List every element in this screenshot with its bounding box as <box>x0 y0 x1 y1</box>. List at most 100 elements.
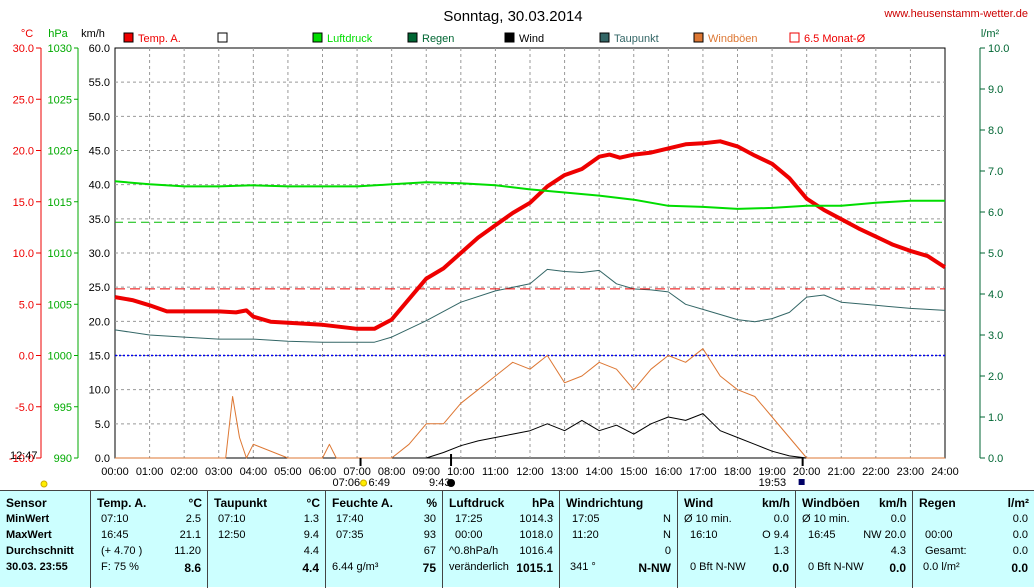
legend-label: Temp. A. <box>138 33 181 45</box>
chart-axes: 30.0 25.0 20.0 15.0 10.0 5.0 0.0 -5.0 -10.0 1030 1… <box>9 43 1010 478</box>
time-tick-label: 09:00 <box>412 466 440 478</box>
legend-label: Regen <box>422 33 454 45</box>
regen-header-unit: l/m² <box>1007 496 1029 510</box>
rain-unit-label: l/m² <box>981 28 1000 40</box>
sunrise-icon <box>360 479 368 487</box>
series-wind <box>115 413 945 459</box>
legend-item: Temp. A. <box>123 32 181 45</box>
wind-current-value: 0.0 <box>772 561 789 575</box>
time-tick-label: 13:00 <box>551 466 579 478</box>
col-windrichtung: Windrichtung 17:05 N 11:20 N 0 341 ° N-NW <box>559 491 677 588</box>
rain-tick-label: 2.0 <box>988 371 1003 383</box>
rain-tick-label: 4.0 <box>988 289 1003 301</box>
legend-item: Wind <box>504 32 544 45</box>
stats-table: Sensor MinWert MaxWert Durchschnitt 30.0… <box>0 490 1034 588</box>
taupunkt-header-unit: °C <box>306 496 320 510</box>
moon-icon <box>447 479 456 487</box>
chart-title: Sonntag, 30.03.2014 <box>443 8 582 25</box>
wind-max-time: 16:10 <box>690 529 718 541</box>
windrichtung-max-value: N <box>663 529 671 541</box>
time-tick-label: 07:00 <box>343 466 371 478</box>
row-label-min: MinWert <box>6 513 50 525</box>
windrichtung-avg-value: 0 <box>664 545 671 557</box>
row-label-current: 30.03. 23:55 <box>6 561 68 573</box>
feuchte-max-time: 07:35 <box>336 529 364 541</box>
source-link[interactable]: www.heusenstamm-wetter.de <box>883 8 1028 20</box>
luftdruck-min-value: 1014.3 <box>519 513 553 525</box>
temp-tick-label: 10.0 <box>13 248 34 260</box>
legend-swatch <box>789 32 800 43</box>
series-taupunkt <box>114 268 946 343</box>
wind-tick-label: 50.0 <box>89 111 110 123</box>
windboeen-max-value: NW 20.0 <box>863 529 906 541</box>
legend-item: 6.5 Monat-Ø <box>789 32 866 45</box>
wind-header: Wind <box>684 496 714 510</box>
legend-label: Windböen <box>708 33 758 45</box>
wind-unit-label: km/h <box>81 28 105 40</box>
sunrise-suffix-label: 6:49 <box>369 477 390 489</box>
row-label-max: MaxWert <box>6 529 52 541</box>
sunrise-label: 07:06 <box>333 477 361 489</box>
wind-tick-label: 10.0 <box>89 385 110 397</box>
regen-max-time: 00:00 <box>925 529 953 541</box>
wind-min-value: 0.0 <box>773 513 789 525</box>
legend-swatch <box>504 32 515 43</box>
time-tick-label: 15:00 <box>620 466 648 478</box>
col-windboeen: Windböen km/h Ø 10 min. 0.0 16:45 NW 20.0 4… <box>795 491 912 588</box>
press-tick-label: 1020 <box>48 146 72 158</box>
series-windb-en <box>115 348 945 459</box>
temp-min-value: 2.5 <box>185 513 201 525</box>
temp-unit-label: °C <box>21 28 33 40</box>
regen-current-value: 0.0 <box>1011 561 1028 575</box>
row-label-avg: Durchschnitt <box>6 545 74 557</box>
rain-tick-label: 6.0 <box>988 207 1003 219</box>
legend-label: Wind <box>519 33 544 45</box>
time-tick-label: 19:00 <box>758 466 786 478</box>
legend-swatch <box>312 32 323 43</box>
taupunkt-header: Taupunkt <box>214 496 268 510</box>
wind-tick-label: 55.0 <box>89 77 110 89</box>
legend-swatch <box>407 32 418 43</box>
time-tick-label: 22:00 <box>862 466 890 478</box>
luftdruck-trend: ^0.8hPa/h <box>449 545 499 557</box>
wind-tick-label: 45.0 <box>89 146 110 158</box>
rain-tick-label: 3.0 <box>988 330 1003 342</box>
wind-min-label: Ø 10 min. <box>684 513 732 525</box>
wind-tick-label: 35.0 <box>89 214 110 226</box>
windboeen-max-time: 16:45 <box>808 529 836 541</box>
temp-header: Temp. A. <box>97 496 147 510</box>
col-feuchte: Feuchte A.% 17:40 30 07:35 93 67 6.44 g/m³… <box>325 491 442 588</box>
wind-avg-value: 1.3 <box>773 545 789 557</box>
luftdruck-current-value: 1015.1 <box>516 561 553 575</box>
feuchte-header-unit: % <box>426 496 437 510</box>
temp-tick-label: 30.0 <box>13 43 34 55</box>
temp-tick-label: -5.0 <box>15 402 34 414</box>
time-tick-label: 21:00 <box>827 466 855 478</box>
wind-beaufort: 0 Bft N-NW <box>690 561 746 573</box>
wind-tick-label: 25.0 <box>89 282 110 294</box>
taupunkt-min-value: 1.3 <box>303 513 319 525</box>
legend-item: Windböen <box>693 32 758 45</box>
rain-tick-label: 1.0 <box>988 412 1003 424</box>
taupunkt-min-time: 07:10 <box>218 513 246 525</box>
time-tick-label: 05:00 <box>274 466 302 478</box>
luftdruck-header-unit: hPa <box>531 496 554 510</box>
series-luftdruck <box>114 180 945 210</box>
temp-avg-value: 11.20 <box>174 545 201 557</box>
press-tick-label: 1025 <box>48 94 72 106</box>
legend-label: Taupunkt <box>614 33 659 45</box>
col-luftdruck: Luftdruck hPa 17:25 1014.3 00:00 1018.0 ^0.… <box>442 491 559 588</box>
sunset-icon <box>798 479 805 485</box>
feuchte-current-value: 75 <box>422 561 436 575</box>
wind-max-value: O 9.4 <box>762 529 789 541</box>
windboeen-min-value: 0.0 <box>890 513 906 525</box>
luftdruck-max-value: 1018.0 <box>519 529 553 541</box>
time-tick-label: 03:00 <box>205 466 233 478</box>
taupunkt-max-time: 12:50 <box>218 529 246 541</box>
luftdruck-avg-value: 1016.4 <box>519 545 553 557</box>
time-tick-label: 23:00 <box>897 466 925 478</box>
feuchte-avg-value: 67 <box>423 545 436 557</box>
temp-tick-label: 0.0 <box>19 351 34 363</box>
left-time-label: 12:47 <box>10 450 38 462</box>
rain-tick-label: 8.0 <box>988 125 1003 137</box>
